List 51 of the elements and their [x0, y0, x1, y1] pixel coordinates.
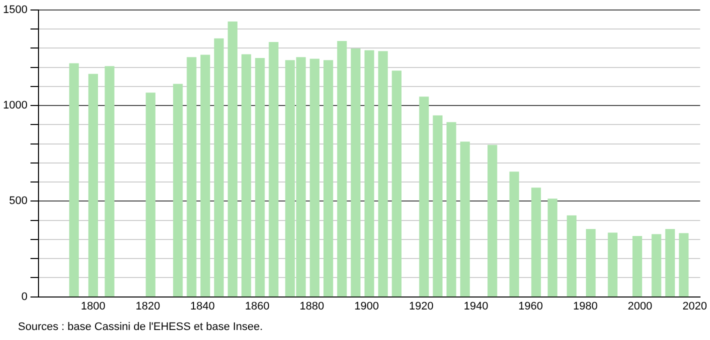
bar	[446, 122, 456, 297]
bar	[268, 42, 278, 297]
bar	[608, 232, 618, 297]
bar	[214, 38, 224, 297]
bar	[509, 172, 520, 297]
x-tick-label: 1980	[573, 300, 598, 312]
bar	[419, 96, 429, 297]
bar	[531, 188, 541, 297]
bar	[392, 70, 402, 297]
y-tick-label: 500	[9, 195, 28, 208]
y-tick-label: 1500	[2, 4, 28, 16]
bar	[665, 228, 675, 297]
bar	[350, 48, 360, 297]
bar	[678, 233, 689, 297]
bar	[255, 58, 265, 297]
x-tick-label: 1900	[354, 300, 379, 312]
bar	[488, 144, 498, 297]
x-tick-label: 2000	[628, 300, 652, 312]
bar	[310, 58, 320, 297]
y-tick-label: 1000	[2, 100, 28, 112]
x-tick-label: 2020	[682, 300, 707, 312]
bar	[186, 57, 196, 297]
bar	[586, 228, 596, 297]
x-tick-label: 1940	[464, 300, 488, 312]
bar	[241, 54, 252, 297]
bar	[566, 215, 576, 297]
x-tick-label: 1820	[136, 300, 160, 312]
bar	[323, 60, 334, 297]
x-tick-label: 1880	[300, 300, 324, 312]
bar	[69, 63, 79, 297]
bar	[146, 92, 156, 297]
bar	[460, 142, 470, 297]
source-note: Sources : base Cassini de l'EHESS et base Insee.	[18, 321, 263, 334]
bar	[632, 236, 642, 297]
bar	[432, 115, 443, 297]
bar	[228, 22, 238, 297]
x-tick-label: 1800	[80, 300, 106, 312]
bar	[548, 198, 558, 297]
y-tick-label: 0	[21, 290, 28, 303]
x-tick-label: 1860	[244, 300, 270, 312]
bar	[88, 74, 98, 297]
x-tick-label: 1840	[190, 300, 215, 312]
bar	[378, 51, 388, 297]
x-tick-label: 1920	[409, 300, 434, 312]
bar	[652, 234, 662, 297]
bar	[364, 50, 374, 297]
bar	[104, 66, 114, 297]
bar	[337, 41, 347, 297]
bar	[173, 84, 183, 297]
x-tick-label: 1960	[518, 300, 543, 312]
bar	[200, 54, 210, 297]
